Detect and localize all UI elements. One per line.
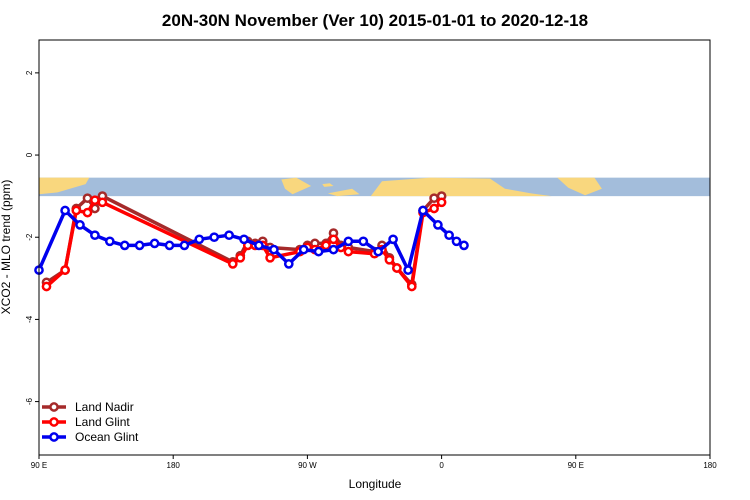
map-band [39,177,710,197]
legend-marker-0 [49,402,59,412]
x-axis-label: Longitude [349,477,402,491]
series-1-point [41,281,52,292]
series-2-point [149,238,160,249]
series-1-point [235,252,246,263]
map-land-1 [281,177,312,195]
axes: 90 E 180 90 W 0 90 E 180 2 0 -2 -4 -6 [25,70,717,470]
series-2-point [433,220,443,230]
y-axis-label: XCO2 - MLO trend (ppm) [0,180,13,315]
map-band-ocean [39,177,710,197]
x-tick-label-5: 180 [703,461,717,470]
series-2-point [134,240,145,251]
plot-frame [38,39,711,456]
series-2-point [451,236,462,247]
map-land-5 [322,183,334,187]
legend-marker-2 [49,432,59,442]
series-0-point [82,193,93,204]
series-1-point [384,254,395,265]
series-2-point [104,236,115,247]
series-2-point [373,246,384,257]
y-tick-label-2: -2 [25,233,34,241]
x-tick-label-3: 0 [439,461,444,470]
series-2-point [388,234,398,245]
series-2-point [179,240,190,251]
series-1-point [97,197,108,208]
series-2-point [60,205,70,216]
series-2-point [254,240,264,251]
series-2-point [224,230,234,241]
series-2-point [239,234,249,245]
series-2-point [444,230,454,241]
legend-label-1: Land Glint [75,415,130,429]
series-2-point [90,230,100,241]
y-tick-label-1: 0 [25,152,34,157]
series-2-point [119,240,130,251]
series-1-point [328,234,339,245]
series-1-point [436,197,447,208]
map-land-2 [327,188,360,197]
series-1-point [321,240,331,251]
series-1-point [265,252,275,263]
series-1-point [343,246,354,257]
y-tick-label-0: 2 [25,70,34,75]
series-2-point [164,240,175,251]
series-1-point [71,205,82,216]
series-2-point [328,244,339,255]
series-1-point [82,207,93,218]
series-2-point [358,236,369,247]
y-tick-label-3: -4 [25,315,34,323]
x-tick-label-2: 90 W [298,461,317,470]
series-1-point [429,203,439,214]
series-2-point [269,244,279,255]
map-land-0 [39,177,90,195]
series-2-point [403,265,413,275]
series-1-point [227,259,238,269]
series-2-point [209,232,220,243]
x-tick-label-0: 90 E [31,461,47,470]
x-tick-label-4: 90 E [568,461,584,470]
series-1-point [392,263,402,273]
series-0-point [429,193,439,204]
series-2-point [298,244,309,255]
series-2-point [343,236,354,247]
series-lines [34,191,469,292]
series-1-point [406,281,417,292]
series-2-point [418,205,428,216]
series-2-point [75,220,85,230]
series-1-point [60,265,70,275]
series-2-point [194,234,205,245]
series-1-point [90,195,100,206]
series-2-point [283,259,294,269]
map-land-3 [370,177,552,197]
legend-label-2: Ocean Glint [75,430,139,444]
y-tick-label-4: -6 [25,397,34,405]
map-land-4 [557,177,602,196]
legend-label-0: Land Nadir [75,400,134,414]
x-tick-label-1: 180 [167,461,181,470]
series-2-point [459,240,469,251]
legend-marker-1 [49,417,59,427]
chart-title: 20N-30N November (Ver 10) 2015-01-01 to … [162,11,588,30]
series-2-point [313,246,324,257]
